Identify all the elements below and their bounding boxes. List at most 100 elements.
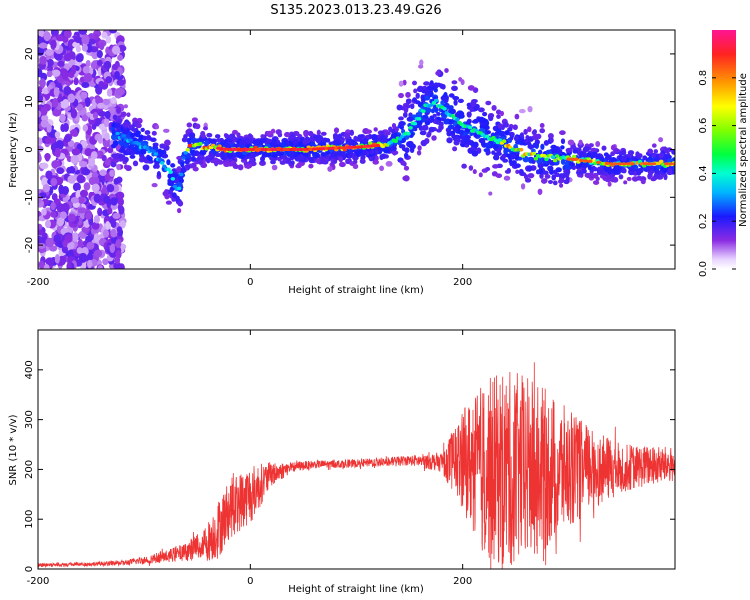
spectrogram-blob [545, 149, 553, 156]
spectrogram-blob [140, 127, 145, 132]
spectrogram-blob [160, 161, 165, 165]
spectrogram-blob [116, 191, 125, 200]
spectrogram-blob [484, 142, 492, 149]
y-tick-label: -20 [24, 237, 35, 253]
spectrogram-blob [91, 221, 100, 230]
spectrogram-blob [116, 163, 121, 171]
spectrogram-blob [320, 131, 327, 136]
spectrogram-blob [77, 207, 87, 214]
spectrogram-blob [565, 168, 571, 175]
spectrogram-blob [171, 173, 178, 178]
spectrogram-blob [466, 111, 472, 118]
spectrogram-blob [602, 171, 609, 176]
spectrogram-blob [416, 150, 422, 156]
y-tick-label: 400 [24, 360, 35, 379]
spectrogram-blob [44, 137, 52, 145]
spectrogram-blob [570, 157, 576, 162]
spectrogram-blob [115, 239, 122, 249]
spectrogram-blob [95, 96, 104, 105]
spectrogram-blob [381, 136, 388, 143]
spectrogram-blob [630, 162, 635, 166]
spectrogram-blob [467, 85, 475, 91]
spectrogram-blob [552, 180, 558, 186]
spectrogram-blob [452, 146, 458, 152]
spectrogram-blob [93, 215, 101, 224]
spectrogram-blob [142, 164, 150, 171]
spectrogram-blob [527, 105, 533, 113]
spectrogram-blob [239, 140, 247, 146]
spectrogram-blob [497, 123, 503, 129]
spectrogram-blob [132, 160, 139, 167]
spectrogram-blob [518, 168, 524, 175]
spectrogram-blob [447, 124, 455, 130]
spectrogram-blob [190, 156, 196, 162]
spectrogram-blob [110, 97, 117, 104]
spectrogram-blob [416, 117, 422, 121]
spectrogram-blob [151, 130, 157, 136]
spectrogram-blob [584, 172, 591, 178]
snr-plot-area [38, 330, 675, 569]
spectrogram-blob [122, 129, 129, 135]
spectrogram-blob [194, 123, 201, 130]
spectrogram-blob [67, 213, 76, 223]
spectrogram-blob [581, 168, 587, 174]
spectrogram-blob [176, 208, 182, 214]
spectrogram-blob [164, 139, 171, 146]
spectrogram-blob [361, 149, 368, 155]
spectrogram-blob [595, 141, 601, 147]
spectrogram-blob [62, 122, 69, 132]
spectrogram-blob [552, 147, 559, 154]
spectrogram-blob [454, 138, 461, 143]
spectrogram-blob [435, 70, 441, 76]
spectrogram-blob [506, 167, 511, 174]
spectrogram-blob [492, 154, 500, 161]
spectrogram-blob [44, 153, 50, 162]
spectrogram-blob [85, 59, 91, 68]
spectrogram-blob [527, 172, 535, 179]
spectrogram-blob [114, 71, 120, 78]
spectrogram-blob [116, 226, 123, 234]
spectrogram-blob [38, 229, 44, 236]
spectrogram-blob [289, 141, 294, 147]
spectrogram-blob [99, 42, 105, 51]
spectrogram-blob [52, 109, 62, 117]
spectrogram-blob [651, 162, 657, 166]
spectrogram-blob [580, 152, 587, 158]
colorbar-label: Normalized spectral amplitude [738, 73, 749, 227]
snr-series-line [38, 362, 675, 569]
spectrogram-blob [186, 122, 193, 128]
spectrogram-blob [161, 153, 169, 159]
spectrogram-blob [38, 235, 44, 245]
spectrogram-blob [431, 135, 437, 141]
spectrogram-blob [170, 163, 176, 168]
spectrogram-blob [116, 106, 122, 114]
spectrogram-blob [163, 189, 169, 196]
spectrogram-blob [622, 168, 627, 174]
spectrogram-blob [193, 150, 200, 157]
spectrogram-blob [132, 120, 140, 125]
spectrogram-blob [613, 162, 618, 166]
spectrogram-blob [495, 151, 502, 156]
spectrogram-blob [53, 87, 60, 97]
spectrogram-blob [623, 180, 628, 185]
spectrogram-blob [485, 100, 492, 106]
spectrogram-blob [104, 172, 111, 182]
spectrogram-blob [582, 146, 590, 153]
spectrogram-blob [97, 265, 103, 269]
spectrogram-blob [87, 38, 96, 45]
spectrogram-blob [159, 143, 166, 149]
spectrogram-y-axis-label: Frequency (Hz) [8, 112, 19, 188]
spectrogram-blob [82, 124, 89, 132]
spectrogram-blob [491, 104, 497, 111]
spectrogram-blob [45, 237, 54, 248]
spectrogram-blob [477, 107, 485, 113]
spectrogram-blob [564, 161, 569, 166]
spectrogram-blob [209, 139, 216, 145]
spectrogram-blob [491, 150, 496, 155]
spectrogram-blob [109, 244, 116, 254]
spectrogram-blob [224, 141, 230, 147]
spectrogram-blob [61, 70, 69, 80]
spectrogram-blob [333, 158, 338, 164]
y-tick-label: 200 [24, 460, 35, 479]
spectrogram-blob [83, 72, 93, 83]
